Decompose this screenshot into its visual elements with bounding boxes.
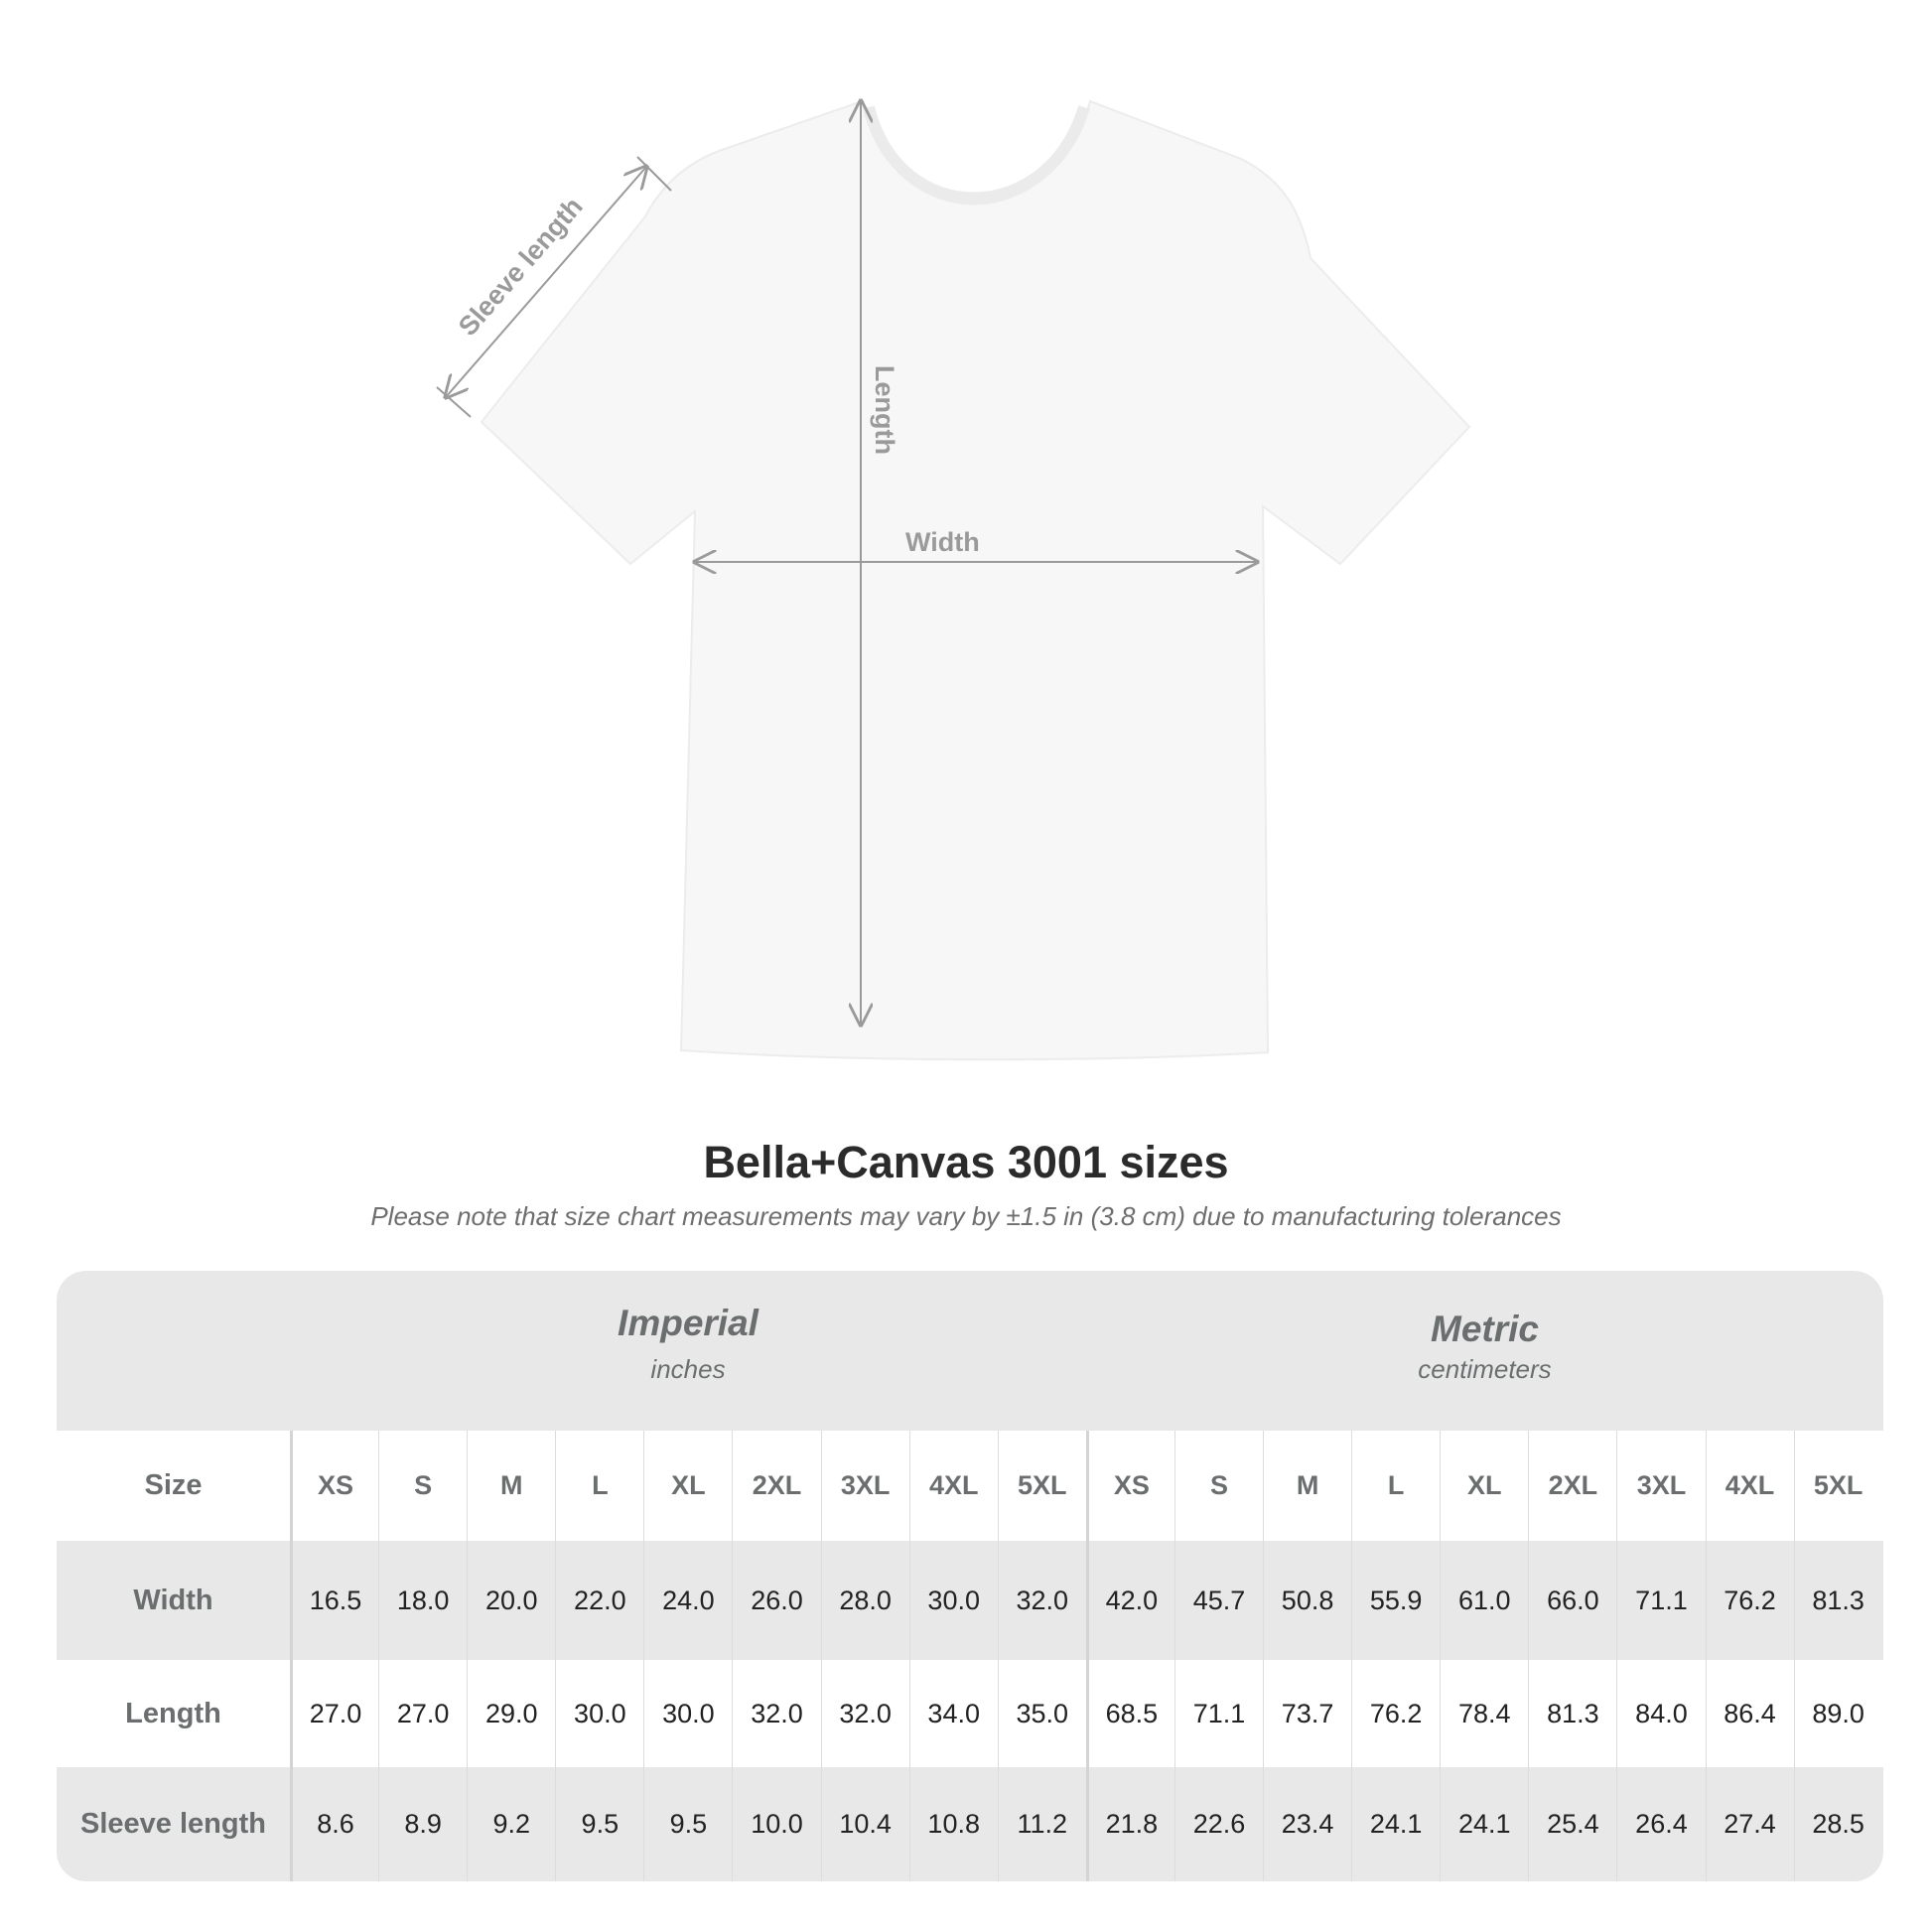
value-cell-imperial: 10.8 — [908, 1767, 998, 1881]
row-band-width — [57, 1541, 1883, 1660]
chart-title: Bella+Canvas 3001 sizes — [703, 1137, 1229, 1187]
value-cell-metric: 22.6 — [1173, 1767, 1263, 1881]
size-header-row: Size XS S M L XL 2XL 3XL 4XL 5XL XS S M L XL 2XL 3XL 4XL 5… — [57, 1431, 1883, 1541]
imperial-group-header: Imperial inches — [290, 1271, 1086, 1431]
size-label: Size — [144, 1469, 203, 1501]
size-header-metric: XS — [1085, 1431, 1174, 1541]
size-header-imperial: XS — [290, 1431, 378, 1541]
value-cell-imperial: 32.0 — [997, 1541, 1086, 1660]
value-cell-metric: 24.1 — [1351, 1767, 1440, 1881]
value-cell-imperial: 11.2 — [997, 1767, 1086, 1881]
size-header-metric: M — [1263, 1431, 1351, 1541]
value-cell-metric: 68.5 — [1085, 1660, 1174, 1767]
header-band — [57, 1271, 1883, 1431]
value-cell-metric: 89.0 — [1793, 1660, 1882, 1767]
tshirt-diagram: Sleeve length Length Width — [436, 0, 1471, 1061]
value-cell-imperial: 9.5 — [643, 1767, 732, 1881]
value-cell-imperial: 9.5 — [555, 1767, 643, 1881]
size-header-imperial: 2XL — [732, 1431, 820, 1541]
row-band-sleeve — [57, 1767, 1883, 1881]
tolerance-note: Please note that size chart measurements… — [370, 1201, 1562, 1231]
value-cell-metric: 73.7 — [1263, 1660, 1351, 1767]
row-label: Sleeve length — [80, 1808, 266, 1840]
metric-unit: centimeters — [1418, 1354, 1552, 1384]
value-cell-imperial: 30.0 — [908, 1541, 998, 1660]
imperial-title: Imperial — [618, 1303, 759, 1343]
value-cell-metric: 21.8 — [1085, 1767, 1174, 1881]
value-cell-imperial: 32.0 — [732, 1660, 820, 1767]
value-cell-metric: 25.4 — [1528, 1767, 1616, 1881]
size-header-metric: XL — [1440, 1431, 1528, 1541]
metric-title: Metric — [1431, 1309, 1539, 1349]
value-cell-metric: 42.0 — [1085, 1541, 1174, 1660]
size-header-imperial: 5XL — [997, 1431, 1086, 1541]
tshirt-shape — [480, 99, 1471, 1061]
value-cell-metric: 76.2 — [1351, 1660, 1440, 1767]
size-header-metric: 3XL — [1616, 1431, 1705, 1541]
value-cell-metric: 23.4 — [1263, 1767, 1351, 1881]
value-cell-imperial: 10.0 — [732, 1767, 820, 1881]
value-cell-imperial: 24.0 — [643, 1541, 732, 1660]
value-cell-imperial: 22.0 — [555, 1541, 643, 1660]
length-label: Length — [870, 365, 899, 455]
value-cell-metric: 86.4 — [1705, 1660, 1794, 1767]
value-cell-imperial: 29.0 — [467, 1660, 555, 1767]
value-cell-metric: 81.3 — [1528, 1660, 1616, 1767]
width-label: Width — [905, 527, 980, 557]
value-cell-metric: 61.0 — [1440, 1541, 1528, 1660]
value-cell-metric: 27.4 — [1705, 1767, 1794, 1881]
size-header-imperial: XL — [643, 1431, 732, 1541]
size-header-imperial: 3XL — [820, 1431, 909, 1541]
sleeve-length-arrow — [446, 167, 646, 397]
size-header-imperial: M — [467, 1431, 555, 1541]
metric-group-header: Metric centimeters — [1086, 1271, 1883, 1431]
value-cell-imperial: 8.6 — [290, 1767, 378, 1881]
value-cell-imperial: 10.4 — [820, 1767, 909, 1881]
value-cell-imperial: 8.9 — [378, 1767, 467, 1881]
imperial-unit: inches — [650, 1354, 726, 1384]
value-cell-metric: 76.2 — [1705, 1541, 1794, 1660]
size-header-metric: 2XL — [1528, 1431, 1616, 1541]
value-cell-metric: 50.8 — [1263, 1541, 1351, 1660]
value-cell-imperial: 34.0 — [908, 1660, 998, 1767]
value-cell-metric: 45.7 — [1173, 1541, 1263, 1660]
value-cell-imperial: 16.5 — [290, 1541, 378, 1660]
value-cell-imperial: 28.0 — [820, 1541, 909, 1660]
value-cell-imperial: 27.0 — [378, 1660, 467, 1767]
value-cell-metric: 84.0 — [1616, 1660, 1705, 1767]
value-cell-imperial: 27.0 — [290, 1660, 378, 1767]
value-cell-metric: 55.9 — [1351, 1541, 1440, 1660]
table-row: Sleeve length 8.6 8.9 9.2 9.5 9.5 10.0 10.4 10.8… — [57, 1767, 1883, 1881]
value-cell-imperial: 30.0 — [643, 1660, 732, 1767]
value-cell-imperial: 32.0 — [820, 1660, 909, 1767]
value-cell-metric: 28.5 — [1793, 1767, 1882, 1881]
size-header-metric: 4XL — [1705, 1431, 1794, 1541]
size-header-imperial: L — [555, 1431, 643, 1541]
size-header-metric: L — [1351, 1431, 1440, 1541]
size-header-metric: S — [1173, 1431, 1263, 1541]
size-table: Imperial inches Metric centimeters Size X… — [57, 1271, 1883, 1881]
value-cell-metric: 81.3 — [1793, 1541, 1882, 1660]
row-label: Width — [133, 1584, 213, 1616]
value-cell-metric: 26.4 — [1616, 1767, 1705, 1881]
value-cell-metric: 71.1 — [1616, 1541, 1705, 1660]
size-header-imperial: S — [378, 1431, 467, 1541]
value-cell-metric: 24.1 — [1440, 1767, 1528, 1881]
value-cell-imperial: 9.2 — [467, 1767, 555, 1881]
size-header-imperial: 4XL — [908, 1431, 998, 1541]
table-row: Width 16.5 18.0 20.0 22.0 24.0 26.0 28.0 30.0 32.… — [57, 1541, 1883, 1660]
value-cell-imperial: 30.0 — [555, 1660, 643, 1767]
value-cell-metric: 66.0 — [1528, 1541, 1616, 1660]
value-cell-imperial: 35.0 — [997, 1660, 1086, 1767]
value-cell-imperial: 26.0 — [732, 1541, 820, 1660]
value-cell-imperial: 20.0 — [467, 1541, 555, 1660]
size-header-metric: 5XL — [1793, 1431, 1882, 1541]
row-label: Length — [125, 1697, 221, 1729]
value-cell-metric: 78.4 — [1440, 1660, 1528, 1767]
value-cell-imperial: 18.0 — [378, 1541, 467, 1660]
value-cell-metric: 71.1 — [1173, 1660, 1263, 1767]
table-row: Length 27.0 27.0 29.0 30.0 30.0 32.0 32.0 34.0 35… — [57, 1660, 1883, 1767]
